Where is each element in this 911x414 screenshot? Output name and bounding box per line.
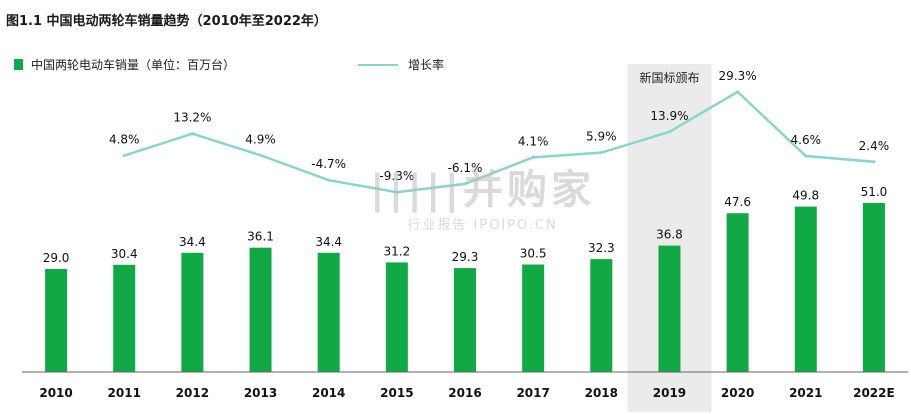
x-tick-2016: 2016	[448, 386, 481, 400]
bar-label-2020: 47.6	[724, 195, 751, 209]
growth-point-2015	[395, 190, 399, 194]
bar-label-2011: 30.4	[111, 247, 138, 261]
x-tick-2018: 2018	[585, 386, 618, 400]
legend-line-entry: 增长率	[358, 56, 444, 73]
x-tick-2021: 2021	[789, 386, 822, 400]
bar-2014	[317, 252, 340, 372]
growth-rate-line	[123, 90, 875, 194]
growth-label-2018: 5.9%	[586, 130, 617, 144]
bar-2020	[726, 213, 749, 372]
growth-label-2015: -9.3%	[379, 169, 414, 183]
bar-2016	[454, 268, 476, 372]
growth-label-2017: 4.1%	[518, 134, 549, 148]
growth-point-2019	[667, 130, 671, 134]
bar-2015	[385, 262, 408, 372]
legend-line-label: 增长率	[408, 58, 445, 72]
bar-label-2010: 29.0	[43, 251, 70, 265]
bar-label-2014: 34.4	[315, 235, 342, 249]
bar-2018	[590, 259, 613, 372]
growth-label-2014: -4.7%	[311, 157, 346, 171]
bar-label-2021: 49.8	[792, 189, 819, 203]
growth-point-2012	[190, 132, 194, 136]
growth-label-2013: 4.9%	[245, 132, 276, 146]
growth-point-2018	[599, 151, 603, 155]
growth-point-2021	[804, 154, 808, 158]
bar-2010	[45, 269, 68, 372]
x-tick-2011: 2011	[108, 386, 141, 400]
bar-2021	[794, 206, 817, 372]
legend-bar-swatch	[14, 59, 23, 70]
x-tick-2014: 2014	[312, 386, 345, 400]
growth-label-2022E: 2.4%	[859, 139, 890, 153]
bar-label-2019: 36.8	[656, 228, 683, 242]
bar-2011	[113, 264, 136, 372]
bar-label-2016: 29.3	[452, 250, 479, 264]
legend-bar-entry: 中国两轮电动车销量（单位：百万台）	[14, 56, 235, 73]
x-tick-2013: 2013	[244, 386, 277, 400]
bar-label-2015: 31.2	[383, 244, 410, 258]
bar-2013	[249, 247, 272, 372]
bar-2022E	[862, 203, 885, 372]
x-tick-2022E: 2022E	[853, 386, 895, 400]
bar-label-2013: 36.1	[247, 230, 274, 244]
bar-2017	[522, 264, 545, 372]
growth-point-2016	[463, 182, 467, 186]
x-tick-2015: 2015	[380, 386, 413, 400]
policy-annotation: 新国标颁布	[639, 70, 699, 85]
growth-label-2019: 13.9%	[650, 109, 688, 123]
growth-label-2012: 13.2%	[173, 111, 211, 125]
legend-bar-label: 中国两轮电动车销量（单位：百万台）	[31, 58, 236, 72]
growth-label-2016: -6.1%	[448, 161, 483, 175]
bar-2012	[181, 252, 204, 372]
growth-label-2020: 29.3%	[719, 69, 757, 83]
growth-label-2021: 4.6%	[791, 133, 822, 147]
growth-point-2020	[736, 90, 740, 94]
x-tick-2020: 2020	[721, 386, 754, 400]
growth-point-2022E	[872, 160, 876, 164]
bar-label-2012: 34.4	[179, 235, 206, 249]
growth-point-2011	[122, 154, 126, 158]
x-tick-2019: 2019	[653, 386, 686, 400]
growth-label-2011: 4.8%	[109, 133, 140, 147]
x-tick-2010: 2010	[39, 386, 72, 400]
bar-2019	[658, 245, 681, 372]
growth-point-2017	[531, 155, 535, 159]
legend-line-swatch	[358, 63, 398, 66]
chart-title: 图1.1 中国电动两轮车销量趋势（2010年至2022年）	[6, 14, 327, 29]
x-tick-2017: 2017	[516, 386, 549, 400]
bar-label-2017: 30.5	[520, 247, 547, 261]
growth-point-2014	[327, 178, 331, 182]
x-tick-2012: 2012	[176, 386, 209, 400]
growth-point-2013	[259, 153, 263, 157]
bar-label-2018: 32.3	[588, 241, 615, 255]
bar-label-2022E: 51.0	[861, 185, 888, 199]
